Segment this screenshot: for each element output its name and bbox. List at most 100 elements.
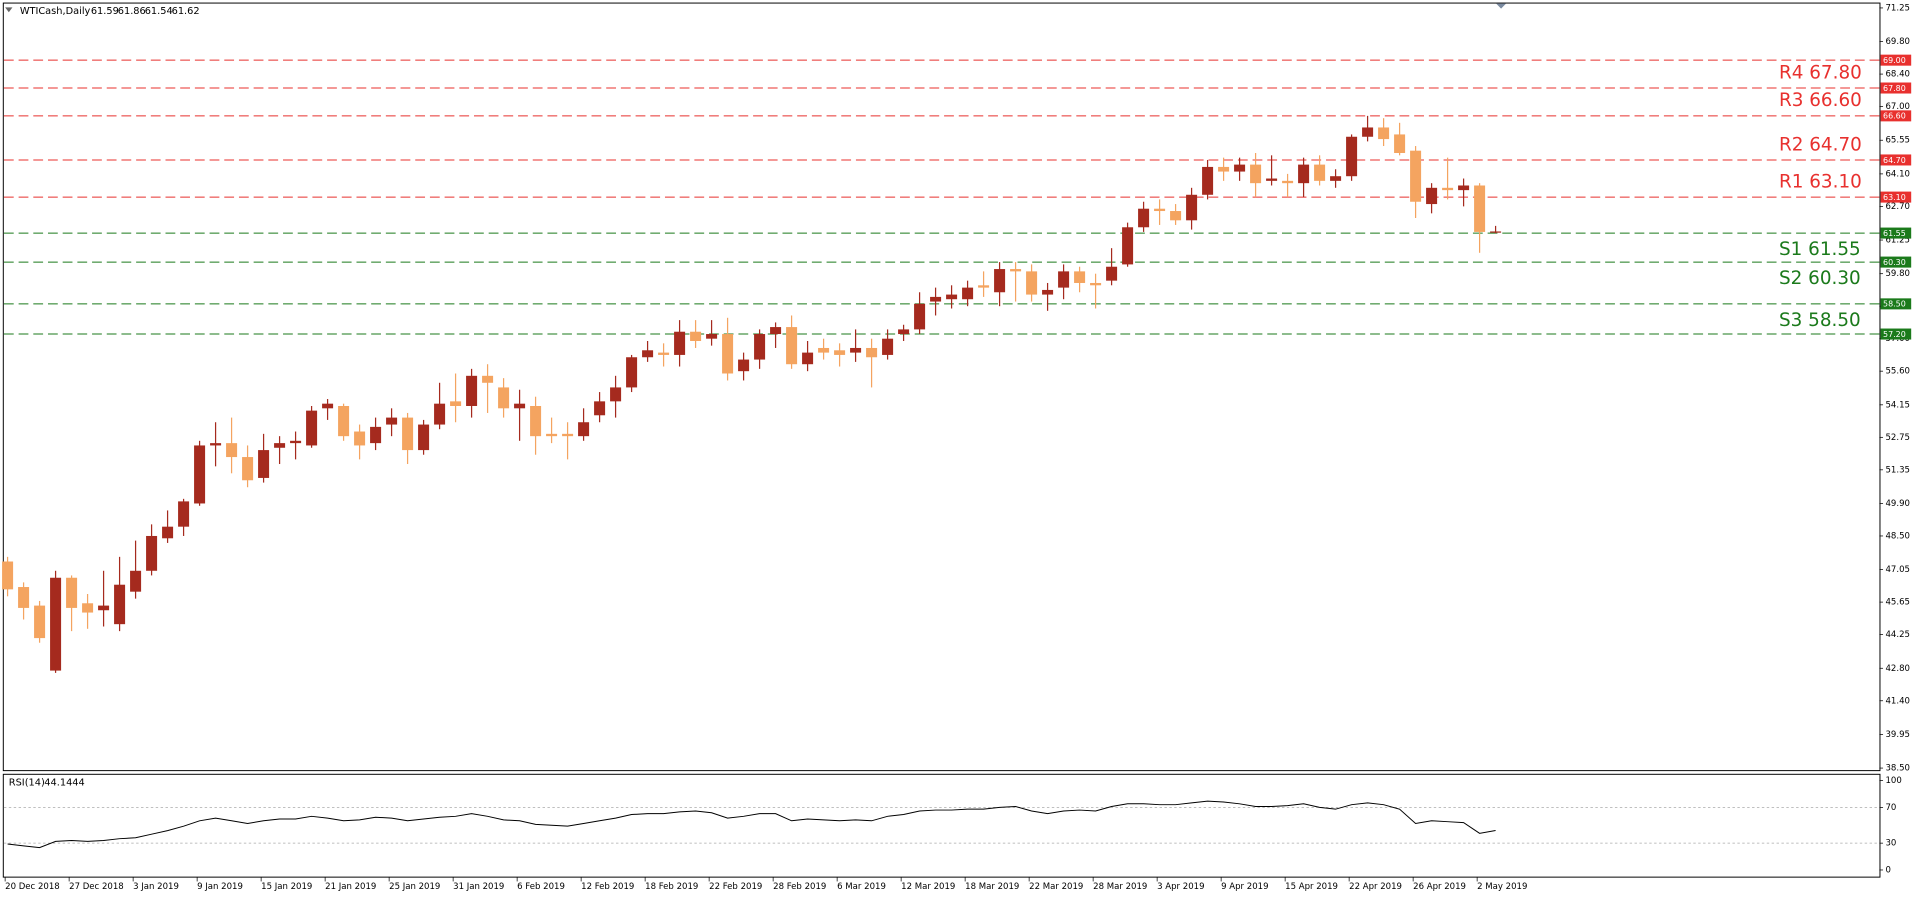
level-tag-label: 67.80 (1883, 84, 1906, 93)
y-tick-label: 41.40 (1885, 696, 1909, 706)
candle-body (1106, 266, 1118, 281)
candle-body (1010, 269, 1022, 272)
x-tick-label: 15 Jan 2019 (261, 882, 312, 892)
candle-body (450, 401, 462, 406)
x-tick-label: 18 Mar 2019 (965, 882, 1019, 892)
level-tag (1880, 154, 1912, 166)
ohlc-high: 61.86 (118, 6, 146, 17)
y-tick-label: 49.90 (1885, 499, 1909, 509)
candle-body (1202, 166, 1214, 195)
level-tag (1880, 82, 1912, 94)
candle-body (514, 403, 526, 409)
y-tick-label: 71.25 (1885, 3, 1909, 13)
level-tag-label: 64.70 (1883, 156, 1906, 165)
candle-body (1458, 185, 1470, 191)
candle-body (770, 327, 782, 335)
y-tick-label: 39.95 (1885, 730, 1909, 740)
candle-body (658, 352, 670, 355)
candle-body (1218, 166, 1230, 172)
candle-body (226, 443, 238, 458)
shift-marker[interactable] (1496, 3, 1506, 9)
candle-body (1474, 185, 1486, 232)
candle-body (610, 387, 622, 402)
rsi-line (7, 800, 1496, 849)
x-tick-label: 3 Jan 2019 (133, 882, 179, 892)
ohlc-low: 61.54 (145, 6, 173, 17)
y-tick-label: 68.40 (1885, 70, 1909, 80)
candle-body (530, 405, 542, 437)
level-tag-label: 66.60 (1883, 112, 1906, 121)
level-label: R2 64.70 (1779, 134, 1862, 155)
level-tag (1880, 256, 1912, 268)
y-tick-label: 0 (1885, 865, 1890, 875)
y-tick-label: 38.50 (1885, 764, 1909, 774)
candle-body (1186, 194, 1198, 221)
x-tick-label: 6 Feb 2019 (517, 882, 565, 892)
candle-body (962, 287, 974, 300)
candle-body (946, 294, 958, 300)
x-tick-label: 22 Feb 2019 (709, 882, 762, 892)
candle-body (722, 334, 734, 374)
candle-body (1362, 127, 1374, 137)
candle-body (866, 347, 878, 358)
y-tick-label: 54.15 (1885, 400, 1909, 410)
candle-body (1122, 227, 1134, 265)
candle-body (274, 443, 286, 448)
x-tick-label: 20 Dec 2018 (5, 882, 60, 892)
menu-icon[interactable] (5, 7, 13, 13)
ohlc-open: 61.59 (91, 6, 119, 17)
level-tag-label: 61.55 (1883, 229, 1906, 238)
x-tick-label: 2 May 2019 (1477, 882, 1527, 892)
candle-body (146, 535, 158, 571)
y-tick-label: 45.65 (1885, 598, 1909, 608)
candle-body (578, 422, 590, 437)
y-tick-label: 59.80 (1885, 269, 1909, 279)
x-tick-label: 21 Jan 2019 (325, 882, 376, 892)
candle-body (1234, 164, 1246, 172)
y-tick-label: 62.70 (1885, 202, 1909, 212)
candle-body (994, 269, 1006, 293)
candle-body (1490, 231, 1502, 233)
candle-body (930, 296, 942, 302)
candle-body (1282, 180, 1294, 184)
candle-body (690, 331, 702, 342)
x-tick-label: 9 Apr 2019 (1221, 882, 1268, 892)
candle-body (1378, 127, 1390, 140)
ohlc-close: 61.62 (172, 6, 200, 17)
x-tick-label: 22 Mar 2019 (1029, 882, 1083, 892)
y-tick-label: 61.25 (1885, 236, 1909, 246)
candle-body (1074, 271, 1086, 283)
level-label: S3 58.50 (1779, 310, 1861, 331)
candle-body (1090, 282, 1102, 286)
candle-body (418, 424, 430, 451)
y-tick-label: 48.50 (1885, 531, 1909, 541)
y-tick-label: 42.80 (1885, 664, 1909, 674)
candle-body (114, 584, 126, 625)
candle-body (546, 433, 558, 437)
level-label: R1 63.10 (1779, 171, 1862, 192)
level-tag-label: 60.30 (1883, 258, 1906, 267)
candle-body (1394, 134, 1406, 153)
y-tick-label: 55.60 (1885, 367, 1909, 377)
candle-body (1330, 176, 1342, 181)
candle-body (706, 334, 718, 339)
candle-body (834, 350, 846, 355)
y-tick-label: 70 (1885, 803, 1896, 813)
chart-title: WTICash,Daily (20, 6, 91, 17)
level-tag (1880, 227, 1912, 239)
candle-body (338, 405, 350, 437)
candle-body (1042, 289, 1054, 295)
candle-body (594, 401, 606, 416)
candle-body (850, 347, 862, 353)
x-tick-label: 12 Feb 2019 (581, 882, 634, 892)
candle-body (882, 338, 894, 355)
candle-body (210, 443, 222, 446)
candle-body (1026, 271, 1038, 295)
level-label: R3 66.60 (1779, 90, 1862, 111)
level-tag (1880, 191, 1912, 203)
candle-body (162, 526, 174, 539)
x-tick-label: 3 Apr 2019 (1157, 882, 1204, 892)
x-tick-label: 15 Apr 2019 (1285, 882, 1338, 892)
rsi-panel (2, 773, 1881, 878)
